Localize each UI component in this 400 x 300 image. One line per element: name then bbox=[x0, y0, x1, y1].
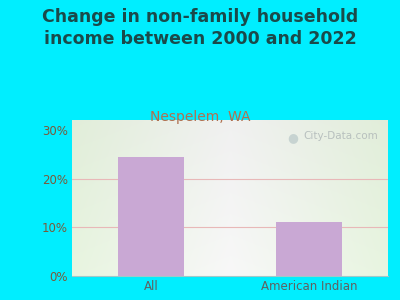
Text: ●: ● bbox=[287, 131, 298, 144]
Text: City-Data.com: City-Data.com bbox=[304, 131, 378, 141]
Text: Change in non-family household
income between 2000 and 2022: Change in non-family household income be… bbox=[42, 8, 358, 48]
Bar bbox=[118, 157, 184, 276]
Bar bbox=[276, 222, 342, 276]
Text: Nespelem, WA: Nespelem, WA bbox=[150, 110, 250, 124]
